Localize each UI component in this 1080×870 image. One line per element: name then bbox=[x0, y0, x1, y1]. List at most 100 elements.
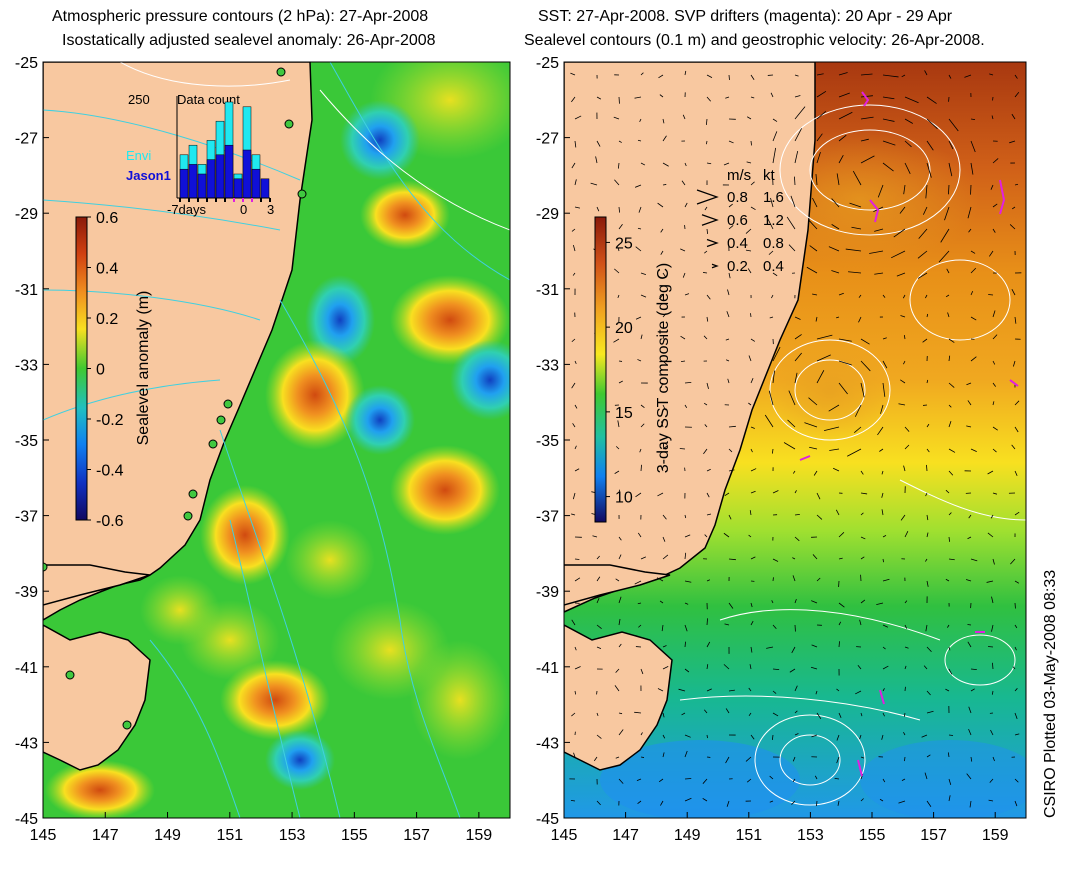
inset-bar-jason-3 bbox=[206, 159, 216, 199]
velocity-legend-arrow-2 bbox=[706, 238, 719, 248]
lat-tick-label-L-8: -41 bbox=[15, 660, 38, 677]
lat-tick-label-L-9: -43 bbox=[15, 735, 38, 752]
inset-bar-jason-9 bbox=[260, 178, 270, 199]
velocity-legend: m/s kt 0.8 1.6 0.6 1.2 0.4 0.8 0.2 0.4 bbox=[696, 167, 784, 275]
lat-tick-label-L-7: -39 bbox=[15, 584, 38, 601]
inset-bar-jason-8 bbox=[251, 168, 261, 199]
velocity-legend-arrow-0 bbox=[696, 189, 719, 205]
lon-tick-label-L-5: 155 bbox=[341, 827, 368, 844]
sealevel-tick-6: -0.6 bbox=[96, 513, 124, 530]
velocity-legend-arrow-1 bbox=[701, 214, 719, 226]
axis-ticks: 145 147 149 151 153 155 157 159 -25 -27 -29 -31 -33 -… bbox=[15, 55, 1009, 844]
lat-tick-label-R-2: -29 bbox=[536, 206, 559, 223]
geostrophic-velocity-arrows bbox=[569, 70, 1022, 808]
sealevel-tick-0: 0.6 bbox=[96, 210, 118, 227]
left-map bbox=[43, 62, 510, 818]
lat-tick-label-R-10: -45 bbox=[536, 811, 559, 828]
lat-tick-label-L-3: -31 bbox=[15, 282, 38, 299]
sst-tick-1: 20 bbox=[615, 320, 633, 337]
inset-bar-jason-4 bbox=[215, 154, 225, 199]
lon-tick-label-L-3: 151 bbox=[216, 827, 243, 844]
velocity-legend-ms-2: 0.4 bbox=[727, 235, 748, 252]
velocity-legend-kt-header: kt bbox=[763, 167, 776, 184]
lat-tick-label-R-7: -39 bbox=[536, 584, 559, 601]
svp-drifter-tracks bbox=[799, 91, 1019, 777]
lon-tick-label-L-6: 157 bbox=[403, 827, 430, 844]
sealevel-colorbar bbox=[75, 216, 88, 521]
lon-tick-label-L-1: 147 bbox=[92, 827, 119, 844]
tide-gauge-markers bbox=[43, 67, 307, 730]
sst-colorbar bbox=[594, 216, 607, 523]
inset-xlabel-zero: 0 bbox=[240, 202, 247, 217]
velocity-legend-ms-header: m/s bbox=[727, 167, 751, 184]
velocity-legend-arrow-3 bbox=[711, 263, 719, 269]
inset-bar-jason-7 bbox=[242, 149, 252, 199]
right-map bbox=[564, 62, 1026, 818]
lon-tick-label-L-7: 159 bbox=[466, 827, 493, 844]
lat-tick-label-R-0: -25 bbox=[536, 55, 559, 72]
pressure-contours-left bbox=[43, 62, 510, 818]
lon-tick-label-L-0: 145 bbox=[30, 827, 57, 844]
lat-tick-label-R-6: -37 bbox=[536, 509, 559, 526]
velocity-legend-kt-3: 0.4 bbox=[763, 258, 784, 275]
sealevel-tick-3: 0 bbox=[96, 362, 105, 379]
left-title-2: Isostatically adjusted sealevel anomaly:… bbox=[62, 32, 436, 49]
land-tasmania-right bbox=[564, 624, 673, 771]
sealevel-colorbar-ticks: 0.6 0.4 0.2 0 -0.2 -0.4 -0.6 bbox=[87, 210, 124, 530]
lat-tick-label-L-5: -35 bbox=[15, 433, 38, 450]
inset-bar-jason-5 bbox=[224, 144, 234, 199]
sealevel-tick-1: 0.4 bbox=[96, 261, 118, 278]
sealevel-tick-5: -0.4 bbox=[96, 463, 124, 480]
sst-colorbar-label: 3-day SST composite (deg C) bbox=[655, 263, 672, 473]
sst-tick-0: 25 bbox=[615, 235, 633, 252]
inset-bar-jason-1 bbox=[188, 164, 198, 199]
velocity-legend-kt-1: 1.2 bbox=[763, 212, 784, 229]
lon-tick-label-L-2: 149 bbox=[154, 827, 181, 844]
lat-tick-label-L-6: -37 bbox=[15, 509, 38, 526]
inset-xlabel-start: -7days bbox=[167, 202, 207, 217]
lat-tick-label-R-8: -41 bbox=[536, 660, 559, 677]
left-title-1: Atmospheric pressure contours (2 hPa): 2… bbox=[52, 8, 429, 25]
lat-tick-label-R-5: -35 bbox=[536, 433, 559, 450]
inset-bar-jason-6 bbox=[233, 178, 243, 199]
inset-legend-jason: Jason1 bbox=[126, 168, 171, 183]
right-title-1: SST: 27-Apr-2008. SVP drifters (magenta)… bbox=[538, 8, 953, 25]
lat-tick-label-R-9: -43 bbox=[536, 735, 559, 752]
lat-tick-label-L-10: -45 bbox=[15, 811, 38, 828]
right-title-2: Sealevel contours (0.1 m) and geostrophi… bbox=[524, 32, 985, 49]
lon-tick-label-R-7: 159 bbox=[982, 827, 1009, 844]
lat-tick-label-R-3: -31 bbox=[536, 282, 559, 299]
lon-tick-label-R-2: 149 bbox=[674, 827, 701, 844]
velocity-legend-ms-0: 0.8 bbox=[727, 189, 748, 206]
lon-tick-label-R-6: 157 bbox=[920, 827, 947, 844]
lat-tick-label-L-4: -33 bbox=[15, 357, 38, 374]
land-victoria-left bbox=[43, 564, 151, 606]
lat-tick-label-L-0: -25 bbox=[15, 55, 38, 72]
sealevel-contours bbox=[679, 104, 1026, 806]
inset-title: Data count bbox=[177, 92, 240, 107]
inset-bar-jason-0 bbox=[179, 168, 189, 199]
velocity-legend-kt-2: 0.8 bbox=[763, 235, 784, 252]
sst-tick-3: 10 bbox=[615, 490, 633, 507]
inset-bar-jason-2 bbox=[197, 173, 207, 199]
lon-tick-label-R-3: 151 bbox=[735, 827, 762, 844]
lon-tick-label-R-5: 155 bbox=[859, 827, 886, 844]
inset-legend-envi: Envi bbox=[126, 148, 151, 163]
lon-tick-label-L-4: 153 bbox=[279, 827, 306, 844]
lat-tick-label-R-4: -33 bbox=[536, 357, 559, 374]
land-tasmania-left bbox=[43, 624, 151, 771]
land-australia-left bbox=[43, 62, 313, 621]
lon-tick-label-R-0: 145 bbox=[551, 827, 578, 844]
lat-tick-label-L-2: -29 bbox=[15, 206, 38, 223]
sealevel-tick-4: -0.2 bbox=[96, 412, 124, 429]
lon-tick-label-R-1: 147 bbox=[612, 827, 639, 844]
sealevel-tick-2: 0.2 bbox=[96, 311, 118, 328]
lat-tick-label-R-1: -27 bbox=[536, 131, 559, 148]
lon-tick-label-R-4: 153 bbox=[797, 827, 824, 844]
land-victoria-right bbox=[564, 564, 671, 606]
velocity-legend-ms-3: 0.2 bbox=[727, 258, 748, 275]
inset-ymax-label: 250 bbox=[128, 92, 150, 107]
data-count-inset: 250 Data count Envi Jason1 -7days 0 3 bbox=[126, 92, 274, 217]
sst-colorbar-ticks: 25 20 15 10 bbox=[606, 235, 633, 507]
